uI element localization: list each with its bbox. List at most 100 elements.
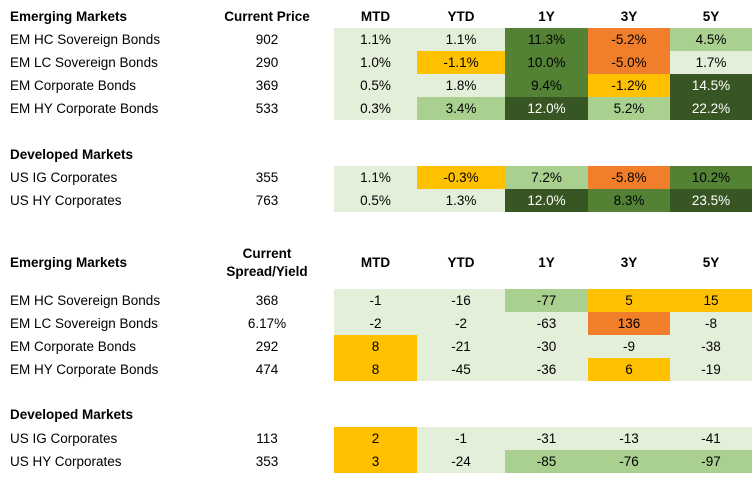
column-header-5y: 5Y	[702, 255, 720, 270]
value-1y: 12.0%	[505, 97, 588, 120]
value-3y: -5.8%	[588, 166, 670, 189]
current-price: 763	[255, 193, 279, 208]
column-header-mtd: MTD	[360, 255, 391, 270]
current-price: 533	[255, 101, 279, 116]
value-5y: 10.2%	[670, 166, 752, 189]
value-5y: 4.5%	[670, 28, 752, 51]
table-row: EM Corporate Bonds 369 0.5% 1.8% 9.4% -1…	[0, 74, 755, 97]
row-label: US HY Corporates	[10, 454, 122, 469]
value-mtd: 1.0%	[334, 51, 417, 74]
current-spread: 368	[255, 293, 279, 308]
row-label: US IG Corporates	[10, 431, 118, 446]
value-3y: -9	[588, 335, 670, 358]
value-1y: 10.0%	[505, 51, 588, 74]
value-3y: -13	[588, 427, 670, 450]
value-ytd: -24	[417, 450, 505, 473]
current-spread: 353	[255, 454, 279, 469]
value-mtd: -1	[334, 289, 417, 312]
value-ytd: -45	[417, 358, 505, 381]
column-header-3y: 3Y	[620, 255, 638, 270]
value-5y: 14.5%	[670, 74, 752, 97]
value-3y: -76	[588, 450, 670, 473]
column-header-1y: 1Y	[538, 9, 555, 24]
value-mtd: 8	[334, 358, 417, 381]
value-3y: -5.0%	[588, 51, 670, 74]
value-1y: -85	[505, 450, 588, 473]
table-row: US HY Corporates 763 0.5% 1.3% 12.0% 8.3…	[0, 189, 755, 212]
value-5y: -8	[670, 312, 752, 335]
price-table-header: Emerging Markets Current Price MTD YTD 1…	[0, 5, 755, 28]
value-ytd: -21	[417, 335, 505, 358]
section-title: Emerging Markets	[10, 255, 128, 270]
table-row: EM HY Corporate Bonds 533 0.3% 3.4% 12.0…	[0, 97, 755, 120]
row-label: EM Corporate Bonds	[10, 339, 137, 354]
value-ytd: -16	[417, 289, 505, 312]
value-3y: 6	[588, 358, 670, 381]
value-3y: -1.2%	[588, 74, 670, 97]
current-price: 369	[255, 78, 279, 93]
value-mtd: -2	[334, 312, 417, 335]
column-header-spread-line1: Current	[242, 246, 292, 261]
value-ytd: 1.1%	[417, 28, 505, 51]
current-spread: 6.17%	[247, 316, 287, 331]
value-1y: 9.4%	[505, 74, 588, 97]
table-row: EM HY Corporate Bonds 474 8 -45 -36 6 -1…	[0, 358, 755, 381]
row-label: US HY Corporates	[10, 193, 122, 208]
table-row: EM HC Sovereign Bonds 368 -1 -16 -77 5 1…	[0, 289, 755, 312]
column-header-ytd: YTD	[447, 9, 475, 24]
value-1y: -31	[505, 427, 588, 450]
column-header-ytd: YTD	[447, 255, 475, 270]
value-1y: -63	[505, 312, 588, 335]
table-row: US HY Corporates 353 3 -24 -85 -76 -97	[0, 450, 755, 473]
value-ytd: 1.3%	[417, 189, 505, 212]
current-price: 355	[255, 170, 279, 185]
current-spread: 292	[255, 339, 279, 354]
current-price: 290	[255, 55, 279, 70]
value-3y: 8.3%	[588, 189, 670, 212]
current-spread: 474	[255, 362, 279, 377]
value-mtd: 3	[334, 450, 417, 473]
value-1y: 7.2%	[505, 166, 588, 189]
value-ytd: -1	[417, 427, 505, 450]
row-label: EM LC Sovereign Bonds	[10, 316, 158, 331]
value-mtd: 8	[334, 335, 417, 358]
value-5y: -19	[670, 358, 752, 381]
value-ytd: -2	[417, 312, 505, 335]
value-5y: 23.5%	[670, 189, 752, 212]
table-row: EM Corporate Bonds 292 8 -21 -30 -9 -38	[0, 335, 755, 358]
value-1y: -36	[505, 358, 588, 381]
section-header: Developed Markets	[0, 403, 755, 426]
column-header-3y: 3Y	[620, 9, 638, 24]
column-header-price: Current Price	[224, 9, 310, 24]
row-label: EM HC Sovereign Bonds	[10, 293, 161, 308]
value-1y: 11.3%	[505, 28, 588, 51]
value-3y: 136	[588, 312, 670, 335]
table-row: EM LC Sovereign Bonds 290 1.0% -1.1% 10.…	[0, 51, 755, 74]
value-mtd: 1.1%	[334, 28, 417, 51]
column-header-spread: Current Spread/Yield	[212, 240, 322, 286]
value-1y: 12.0%	[505, 189, 588, 212]
value-5y: -41	[670, 427, 752, 450]
value-mtd: 1.1%	[334, 166, 417, 189]
value-5y: 22.2%	[670, 97, 752, 120]
row-label: EM Corporate Bonds	[10, 78, 137, 93]
value-mtd: 0.5%	[334, 74, 417, 97]
column-header-1y: 1Y	[538, 255, 555, 270]
table-row: US IG Corporates 355 1.1% -0.3% 7.2% -5.…	[0, 166, 755, 189]
value-ytd: -0.3%	[417, 166, 505, 189]
table-row: EM HC Sovereign Bonds 902 1.1% 1.1% 11.3…	[0, 28, 755, 51]
row-label: EM HY Corporate Bonds	[10, 101, 159, 116]
value-ytd: 1.8%	[417, 74, 505, 97]
value-1y: -30	[505, 335, 588, 358]
value-5y: -38	[670, 335, 752, 358]
table-row: EM LC Sovereign Bonds 6.17% -2 -2 -63 13…	[0, 312, 755, 335]
spread-table-header: Emerging Markets Current Spread/Yield MT…	[0, 240, 755, 286]
value-5y: 1.7%	[670, 51, 752, 74]
row-label: EM LC Sovereign Bonds	[10, 55, 158, 70]
value-3y: 5	[588, 289, 670, 312]
current-spread: 113	[256, 431, 278, 446]
column-header-5y: 5Y	[702, 9, 720, 24]
current-price: 902	[255, 32, 279, 47]
section-title: Emerging Markets	[10, 9, 128, 24]
